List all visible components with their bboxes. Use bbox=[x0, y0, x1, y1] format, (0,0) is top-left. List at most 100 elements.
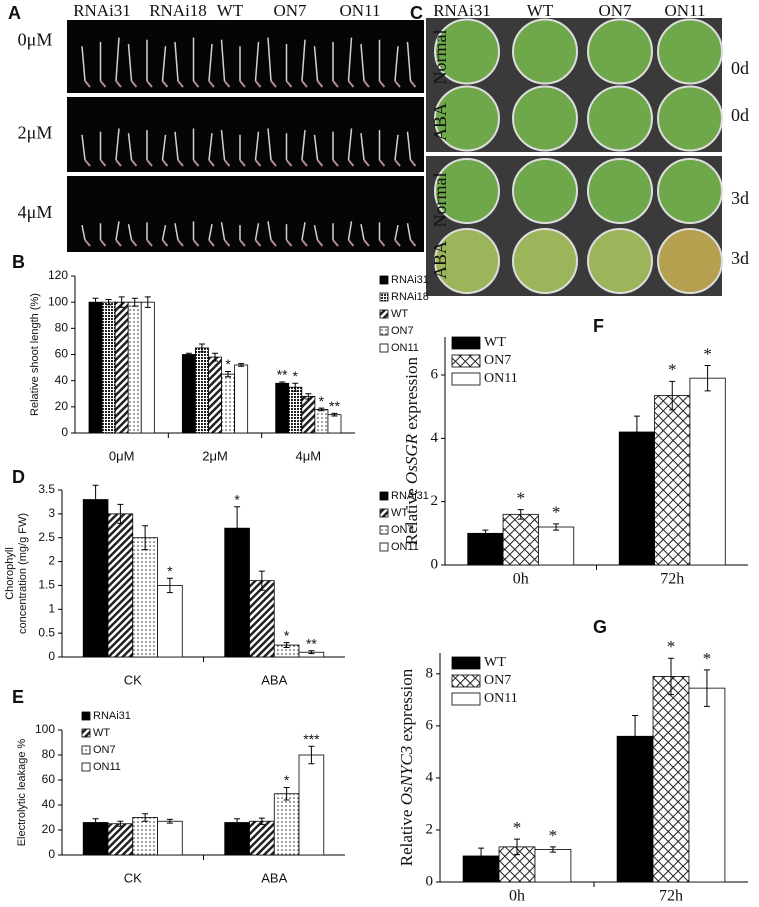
root bbox=[192, 239, 200, 247]
significance: ** bbox=[277, 367, 288, 383]
legend-swatch bbox=[379, 326, 389, 336]
row-label-right: 0d bbox=[731, 58, 749, 78]
y-axis-label-part: expression bbox=[402, 357, 421, 434]
y-tick-label: 0 bbox=[61, 425, 68, 439]
error-bar bbox=[105, 299, 112, 306]
error-bar bbox=[166, 577, 173, 594]
error-bar bbox=[212, 352, 218, 362]
legend-label: WT bbox=[391, 308, 408, 320]
significance: * bbox=[549, 826, 558, 845]
root bbox=[146, 239, 153, 247]
seedling bbox=[406, 41, 412, 82]
root bbox=[394, 239, 401, 247]
legend-label: RNAi31 bbox=[93, 710, 131, 722]
x-tick-label: CK bbox=[124, 870, 142, 885]
error-bar bbox=[117, 820, 124, 827]
y-axis-label: Electrolytic leakage % bbox=[16, 738, 28, 846]
y-tick-label: 100 bbox=[35, 722, 55, 736]
chart: E 0 20 40 60 80 100 Electrolytic leakage % CK ABA… bbox=[12, 687, 345, 885]
panel-letter: F bbox=[593, 316, 604, 336]
y-tick-label: 2.5 bbox=[38, 530, 55, 544]
root bbox=[161, 80, 169, 88]
root bbox=[332, 239, 339, 247]
photo bbox=[67, 176, 424, 252]
x-tick-label: 0h bbox=[513, 571, 529, 588]
column-label: ON11 bbox=[340, 1, 381, 20]
y-tick-label: 20 bbox=[42, 822, 56, 836]
error-bar bbox=[633, 415, 640, 449]
root bbox=[239, 80, 246, 88]
seedling bbox=[174, 223, 179, 241]
root bbox=[223, 159, 231, 167]
bar bbox=[249, 820, 275, 856]
legend-label: RNAi31 bbox=[391, 490, 429, 502]
root bbox=[223, 80, 231, 88]
root bbox=[99, 159, 107, 167]
y-tick-label: 3 bbox=[48, 506, 55, 520]
error-bar bbox=[198, 343, 205, 353]
y-axis-label-part: expression bbox=[397, 668, 416, 745]
bar bbox=[127, 301, 142, 434]
error-bar bbox=[482, 529, 489, 537]
bar bbox=[114, 301, 129, 434]
dish bbox=[657, 228, 723, 294]
root bbox=[254, 80, 262, 88]
bar bbox=[688, 687, 726, 883]
legend-swatch bbox=[379, 343, 389, 353]
seedling bbox=[161, 224, 167, 241]
root bbox=[332, 159, 339, 167]
error-bar bbox=[553, 523, 560, 531]
bar bbox=[498, 846, 536, 883]
column-label: ON11 bbox=[665, 1, 706, 20]
bar bbox=[467, 532, 504, 566]
legend-swatch bbox=[451, 354, 481, 368]
error-bar bbox=[668, 657, 674, 696]
bar bbox=[301, 395, 316, 434]
error-bar bbox=[478, 847, 485, 865]
panel-letter: G bbox=[593, 617, 607, 637]
bar bbox=[502, 513, 539, 566]
seedling bbox=[360, 44, 365, 82]
bar bbox=[298, 754, 325, 856]
error-bar bbox=[517, 509, 524, 520]
root bbox=[270, 159, 277, 167]
seedling bbox=[174, 41, 179, 82]
bar bbox=[194, 347, 209, 434]
seedling bbox=[115, 128, 120, 161]
seedling bbox=[347, 221, 353, 241]
dish bbox=[657, 85, 723, 152]
root bbox=[378, 80, 386, 88]
seedling bbox=[208, 44, 213, 82]
seedling bbox=[301, 39, 306, 82]
row-label: 2μM bbox=[18, 123, 53, 143]
row-label-right: 3d bbox=[731, 248, 749, 268]
legend-label: ON11 bbox=[484, 371, 518, 386]
error-bar bbox=[318, 407, 325, 412]
dish bbox=[657, 158, 723, 224]
panel-letter: C bbox=[410, 3, 423, 23]
root bbox=[270, 239, 277, 247]
dish bbox=[512, 228, 578, 294]
significance: * bbox=[234, 491, 240, 507]
legend-label: ON7 bbox=[93, 744, 116, 756]
root bbox=[285, 239, 293, 247]
x-tick-label: 0h bbox=[509, 888, 525, 905]
bar bbox=[689, 377, 726, 566]
bar bbox=[652, 676, 690, 883]
root bbox=[285, 159, 293, 167]
root bbox=[409, 159, 417, 167]
root bbox=[161, 239, 169, 247]
column-label: WT bbox=[527, 1, 554, 20]
bar bbox=[249, 580, 275, 658]
y-axis-label: Chorophyll bbox=[4, 547, 16, 600]
seedling bbox=[313, 134, 319, 161]
y-tick-label: 0 bbox=[426, 873, 434, 889]
error-bar bbox=[118, 296, 125, 308]
significance: * bbox=[552, 503, 561, 522]
row-label: ABA bbox=[430, 241, 450, 279]
seedling bbox=[360, 224, 365, 241]
y-tick-label: 6 bbox=[431, 366, 439, 382]
bar bbox=[208, 356, 222, 434]
error-bar bbox=[305, 393, 312, 400]
y-tick-label: 60 bbox=[55, 347, 69, 361]
